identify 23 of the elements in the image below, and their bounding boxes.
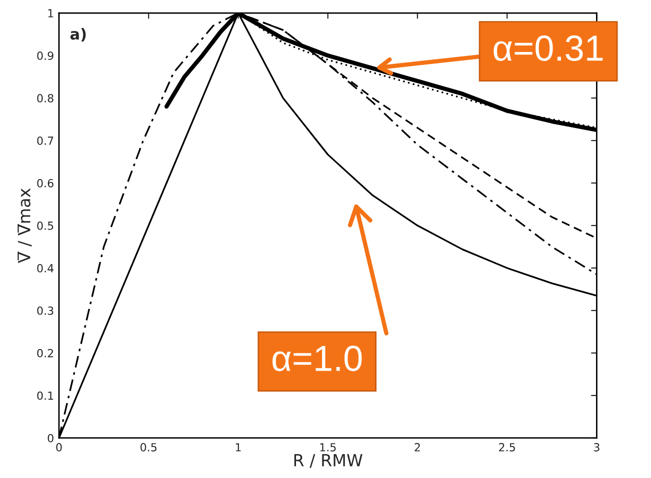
x-tick-label: 1 — [236, 443, 241, 452]
x-tick-label: 3 — [594, 443, 600, 452]
y-tick-label: 0.7 — [37, 136, 54, 145]
y-tick-label: 1 — [48, 9, 54, 18]
y-tick-label: 0.5 — [37, 221, 54, 230]
x-axis-title: R / RMW — [294, 454, 362, 468]
annotation: a) — [70, 28, 86, 42]
x-tick-label: 1.5 — [320, 443, 336, 452]
y-axis-title: V̅ / V̅max — [18, 188, 32, 264]
x-tick-label: 2.5 — [499, 443, 515, 452]
annotation: α=1.0 — [272, 346, 362, 372]
y-tick-label: 0.1 — [37, 391, 54, 400]
x-tick-label: 2 — [414, 443, 420, 452]
y-tick-label: 0.8 — [37, 94, 54, 102]
x-tick-label: 0 — [56, 443, 62, 452]
annotation: α=0.31 — [494, 35, 603, 61]
y-tick-label: 0.2 — [37, 348, 54, 358]
y-tick-label: 0.6 — [37, 179, 54, 188]
x-tick-label: 0.5 — [140, 443, 156, 452]
y-tick-label: 0.3 — [37, 306, 54, 315]
y-tick-label: 0.9 — [37, 52, 54, 60]
y-tick-label: 0 — [48, 434, 54, 442]
y-tick-label: 0.4 — [37, 264, 54, 272]
